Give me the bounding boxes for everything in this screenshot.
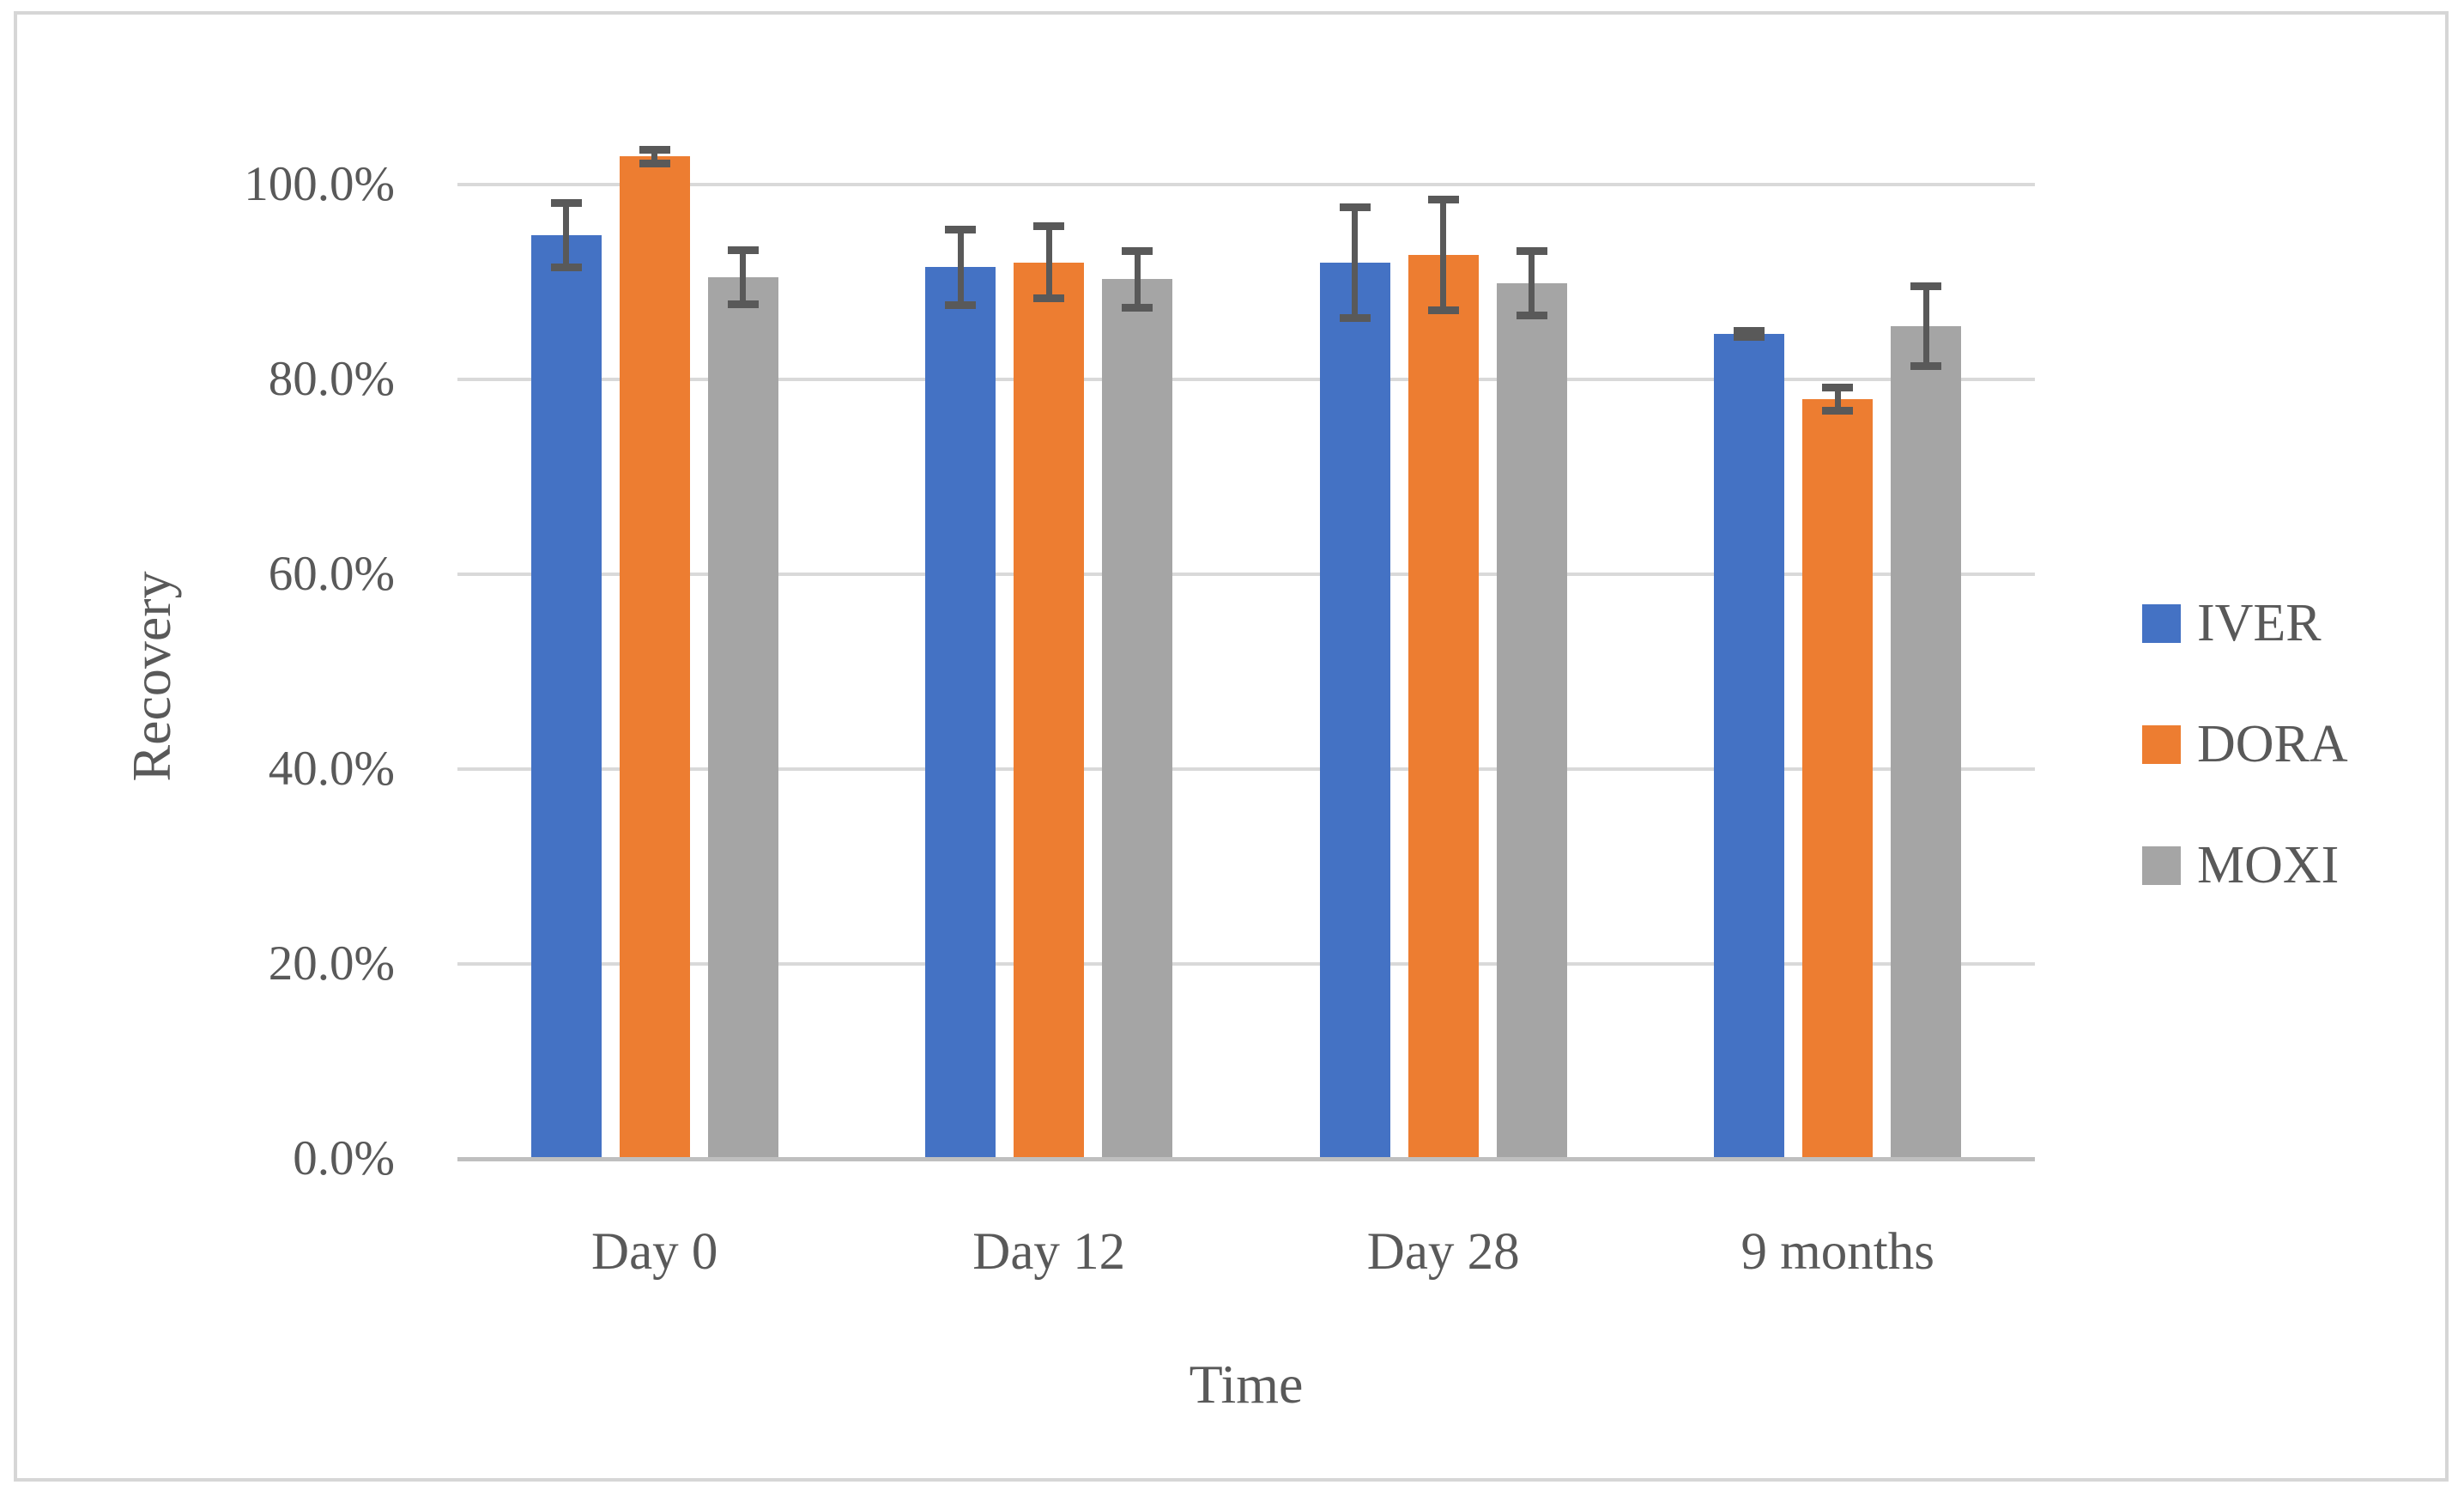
- error-bar-dora-day-28: [1440, 199, 1447, 311]
- error-cap-bottom-dora-day-0: [639, 159, 670, 167]
- error-cap-bottom-dora-day-12: [1033, 294, 1065, 303]
- error-cap-bottom-iver-9-months: [1734, 332, 1765, 341]
- error-cap-bottom-moxi-day-28: [1516, 311, 1547, 319]
- bar-moxi-day-12: [1102, 279, 1173, 1161]
- error-bar-dora-day-12: [1045, 226, 1052, 299]
- bar-moxi-9-months: [1891, 325, 1962, 1161]
- bar-iver-day-0: [530, 235, 602, 1161]
- error-cap-top-dora-9-months: [1822, 383, 1854, 391]
- bar-dora-day-12: [1014, 262, 1085, 1161]
- gridline: [457, 962, 2035, 966]
- error-bar-iver-day-0: [563, 203, 570, 268]
- y-axis-tick-label: 0.0%: [293, 1131, 395, 1185]
- error-cap-bottom-iver-day-12: [945, 301, 977, 310]
- bar-dora-day-28: [1408, 254, 1479, 1161]
- bar-dora-9-months: [1802, 398, 1874, 1161]
- error-cap-bottom-moxi-9-months: [1910, 361, 1942, 370]
- gridline: [457, 378, 2035, 381]
- x-axis-tick-label-day-0: Day 0: [591, 1223, 718, 1281]
- error-cap-top-iver-day-28: [1339, 203, 1371, 211]
- legend-swatch-iver: [2142, 603, 2181, 643]
- legend-item-iver: IVER: [2142, 592, 2322, 654]
- error-cap-top-iver-9-months: [1734, 326, 1765, 335]
- error-cap-top-iver-day-0: [550, 199, 582, 208]
- legend-swatch-moxi: [2142, 845, 2181, 885]
- error-cap-bottom-iver-day-28: [1339, 313, 1371, 322]
- bar-iver-day-12: [925, 267, 996, 1161]
- legend-label-iver: IVER: [2197, 594, 2322, 652]
- legend-item-dora: DORA: [2142, 713, 2348, 775]
- bar-iver-day-28: [1319, 262, 1390, 1161]
- gridline: [457, 573, 2035, 576]
- error-cap-top-iver-day-12: [945, 225, 977, 233]
- error-cap-top-moxi-day-0: [727, 245, 759, 254]
- y-axis-tick-label: 20.0%: [268, 936, 395, 991]
- gridline: [457, 183, 2035, 186]
- x-axis-line: [457, 1157, 2035, 1161]
- x-axis-title: Time: [1189, 1354, 1304, 1415]
- error-bar-moxi-day-0: [740, 250, 747, 305]
- legend-item-moxi: MOXI: [2142, 834, 2339, 896]
- error-cap-bottom-moxi-day-0: [727, 300, 759, 309]
- legend-swatch-dora: [2142, 724, 2181, 764]
- gridline: [457, 767, 2035, 771]
- error-bar-dora-day-0: [651, 149, 658, 163]
- error-cap-bottom-iver-day-0: [550, 263, 582, 271]
- error-cap-top-moxi-day-12: [1122, 246, 1153, 255]
- y-axis-tick-label: 80.0%: [268, 352, 395, 406]
- x-axis-tick-label-day-12: Day 12: [972, 1223, 1126, 1281]
- error-cap-top-dora-day-0: [639, 145, 670, 154]
- y-axis-title: Recovery: [121, 571, 182, 782]
- legend-label-moxi: MOXI: [2197, 836, 2340, 894]
- y-axis-tick-label: 100.0%: [244, 157, 395, 211]
- error-bar-iver-day-28: [1352, 207, 1359, 318]
- y-axis-tick-label: 60.0%: [268, 547, 395, 601]
- error-bar-dora-9-months: [1834, 387, 1841, 411]
- bar-moxi-day-0: [707, 276, 778, 1161]
- x-axis-tick-label-9-months: 9 months: [1741, 1223, 1934, 1281]
- error-cap-top-moxi-9-months: [1910, 282, 1942, 290]
- error-bar-iver-day-12: [957, 229, 964, 306]
- error-bar-moxi-day-28: [1529, 251, 1535, 316]
- bar-iver-9-months: [1714, 333, 1785, 1161]
- error-cap-top-dora-day-28: [1427, 195, 1459, 203]
- error-cap-bottom-moxi-day-12: [1122, 303, 1153, 312]
- bar-dora-day-0: [619, 156, 690, 1161]
- error-cap-top-moxi-day-28: [1516, 246, 1547, 255]
- bar-moxi-day-28: [1496, 282, 1567, 1161]
- x-axis-tick-label-day-28: Day 28: [1366, 1223, 1520, 1281]
- error-bar-moxi-day-12: [1134, 251, 1141, 307]
- error-cap-bottom-dora-day-28: [1427, 306, 1459, 314]
- y-axis-tick-label: 40.0%: [268, 742, 395, 796]
- legend-label-dora: DORA: [2197, 715, 2348, 773]
- error-bar-moxi-9-months: [1922, 286, 1929, 367]
- error-cap-top-dora-day-12: [1033, 222, 1065, 231]
- error-cap-bottom-dora-9-months: [1822, 406, 1854, 415]
